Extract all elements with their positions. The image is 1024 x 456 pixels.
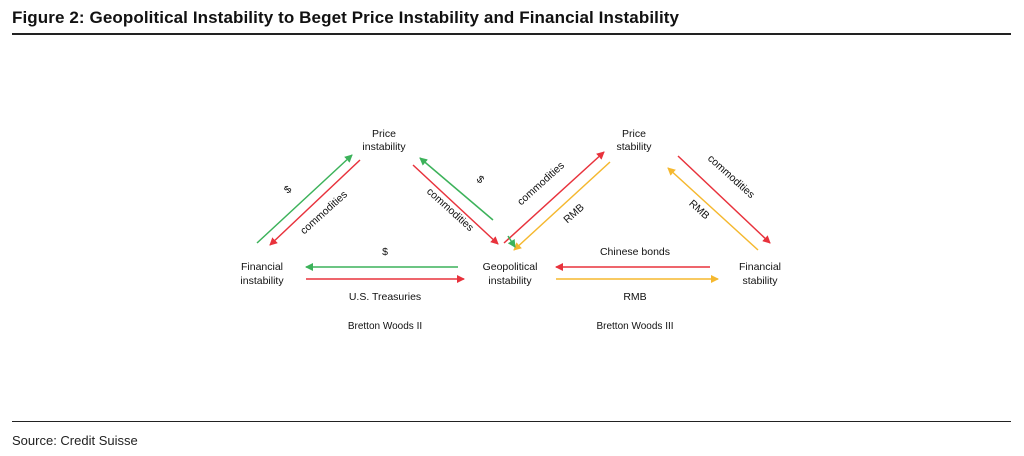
bottom-rule: [12, 421, 1011, 422]
arrow-geopolitical-to-price-stability: [503, 151, 605, 244]
label-commodities-left: commodities: [298, 189, 350, 237]
label-chinese-bonds: Chinese bonds: [600, 246, 670, 258]
svg-text:instability: instability: [362, 141, 406, 153]
arrow-geopolitical-to-price-instability: [419, 157, 494, 221]
source-note: Source: Credit Suisse: [12, 433, 138, 448]
arrow-price-instability-to-geopolitical: [412, 164, 499, 245]
svg-text:stability: stability: [616, 141, 652, 153]
label-bretton-woods-2: Bretton Woods II: [348, 321, 422, 332]
svg-text:Financial: Financial: [241, 261, 283, 273]
node-financial-instability: Financial instability: [240, 261, 284, 287]
figure-title: Figure 2: Geopolitical Instability to Be…: [12, 8, 680, 27]
svg-text:instability: instability: [240, 275, 284, 287]
node-price-stability: Price stability: [616, 128, 652, 153]
label-commodities-right: commodities: [515, 160, 567, 208]
label-rmb-far-right: RMB: [686, 198, 711, 223]
svg-text:Financial: Financial: [739, 261, 781, 273]
label-dollar-mid: $: [474, 173, 486, 186]
svg-text:instability: instability: [488, 275, 532, 287]
svg-text:stability: stability: [742, 275, 778, 287]
label-rmb-right-diag: RMB: [561, 202, 586, 227]
arrow-financial-stability-to-price-stability: [667, 167, 759, 251]
label-commodities-mid: commodities: [424, 186, 476, 234]
label-dollar-bottom: $: [382, 246, 388, 258]
svg-text:Price: Price: [372, 128, 396, 140]
arrow-geopolitical-green-small: [507, 235, 516, 248]
node-price-instability: Price instability: [362, 128, 406, 153]
node-financial-stability: Financial stability: [739, 261, 781, 287]
arrow-fin-instability-to-price-instability: [256, 154, 353, 244]
label-commodities-far-right: commodities: [705, 153, 757, 201]
arrow-price-stability-to-financial-stability: [677, 155, 771, 244]
label-us-treasuries: U.S. Treasuries: [349, 291, 421, 303]
node-geopolitical-instability: Geopolitical instability: [483, 261, 538, 287]
label-bretton-woods-3: Bretton Woods III: [596, 321, 673, 332]
svg-text:Price: Price: [622, 128, 646, 140]
label-dollar-left: $: [282, 183, 294, 196]
arrow-price-instability-to-fin-instability: [269, 159, 361, 246]
arrow-price-stability-to-geopolitical: [513, 161, 611, 251]
top-rule: [12, 33, 1011, 35]
label-rmb-bottom: RMB: [623, 291, 646, 303]
svg-text:Geopolitical: Geopolitical: [483, 261, 538, 273]
